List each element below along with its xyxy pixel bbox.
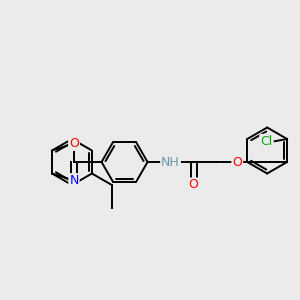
Text: O: O bbox=[232, 155, 242, 169]
Text: NH: NH bbox=[161, 155, 180, 169]
Text: O: O bbox=[189, 178, 199, 191]
Text: Cl: Cl bbox=[260, 135, 272, 148]
Text: N: N bbox=[69, 174, 79, 187]
Text: O: O bbox=[69, 137, 79, 150]
